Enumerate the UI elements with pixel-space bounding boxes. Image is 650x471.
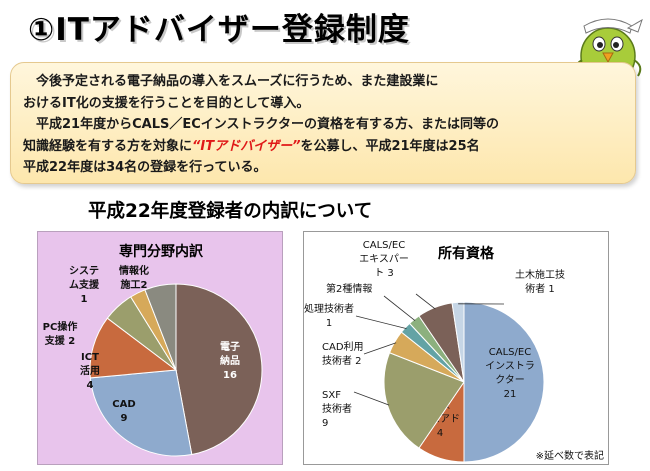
specialty-label-3: PC操作支援 2 [43, 320, 78, 347]
qualification-chart-panel: 所有資格CALS/ECインストラクター21初級シスアド4SXF技術者9CAD利用… [303, 231, 609, 465]
section-title: 平成22年度登録者の内訳について [88, 201, 373, 222]
specialty-slice-2 [89, 317, 178, 379]
it-advisor-highlight: “ITアドバイザー” [192, 138, 301, 154]
qualification-leader-3 [363, 342, 397, 355]
qualification-label-5: 第2種情報 [326, 282, 372, 295]
qualification-pie-chart: 所有資格CALS/ECインストラクター21初級シスアド4SXF技術者9CAD利用… [304, 240, 604, 463]
qualification-slice-2 [383, 352, 465, 449]
specialty-label-2: ICT 活用 4 [80, 352, 100, 391]
qualification-label-3: CAD利用技術者 2 [322, 341, 364, 367]
qualification-label-6: CALS/EC エキスパート 3 [359, 240, 409, 279]
intro-line-4-pre: 知識経験を有する方を対象に [23, 138, 193, 154]
intro-line-4: 知識経験を有する方を対象に“ITアドバイザー”を公募し、平成21年度は25名 [23, 136, 623, 158]
qualification-chart-title: 所有資格 [438, 245, 495, 262]
intro-line-2: おけるIT化の支援を行うことを目的として導入。 [23, 95, 310, 111]
qualification-label-4: 処理技術者 1 [304, 302, 354, 329]
qualification-slice-7 [451, 301, 465, 383]
qualification-label-0: CALS/EC インストラクター 21 [485, 347, 535, 400]
intro-line-4-post: を公募し、平成21年度は25名 [300, 138, 480, 154]
footnote-note: ※延べ数で表記 [536, 449, 604, 462]
page-title: ①ITアドバイザー登録制度 [28, 12, 410, 48]
specialty-slice-0 [175, 283, 263, 456]
qualification-leader-2 [353, 391, 390, 406]
intro-box: 今後予定される電子納品の導入をスムーズに行うため、また建設業に おけるIT化の支… [10, 62, 636, 184]
qualification-leader-4 [355, 315, 407, 330]
intro-line-1: 今後予定される電子納品の導入をスムーズに行うため、また建設業に [36, 74, 439, 89]
specialty-label-5: 情報化施工2 [119, 264, 149, 291]
qualification-slice-0 [463, 301, 545, 463]
qualification-leader-6 [415, 293, 436, 310]
qualification-leader-5 [383, 295, 416, 322]
specialty-label-1: CAD 9 [112, 399, 135, 424]
specialty-slice-5 [144, 283, 177, 371]
specialty-slice-1 [89, 369, 193, 457]
specialty-label-4: システム支援 1 [69, 265, 100, 305]
specialty-chart-title: 専門分野内訳 [119, 243, 204, 260]
specialty-chart-panel: 専門分野内訳電子納品 16 CAD 9 ICT 活用 4 PC操作支援 2 システム支援 1 情報化… [37, 231, 283, 465]
intro-line-3: 平成21年度からCALS／ECインストラクターの資格を有する方、または同等の [36, 117, 499, 132]
qualification-label-2: SXF 技術者 9 [322, 390, 352, 429]
specialty-label-0: 電子納品 16 [220, 341, 240, 381]
qualification-label-7: 土木施工技術者 1 [515, 268, 565, 295]
intro-line-5: 平成22年度は34名の登録を行っている。 [23, 160, 267, 175]
